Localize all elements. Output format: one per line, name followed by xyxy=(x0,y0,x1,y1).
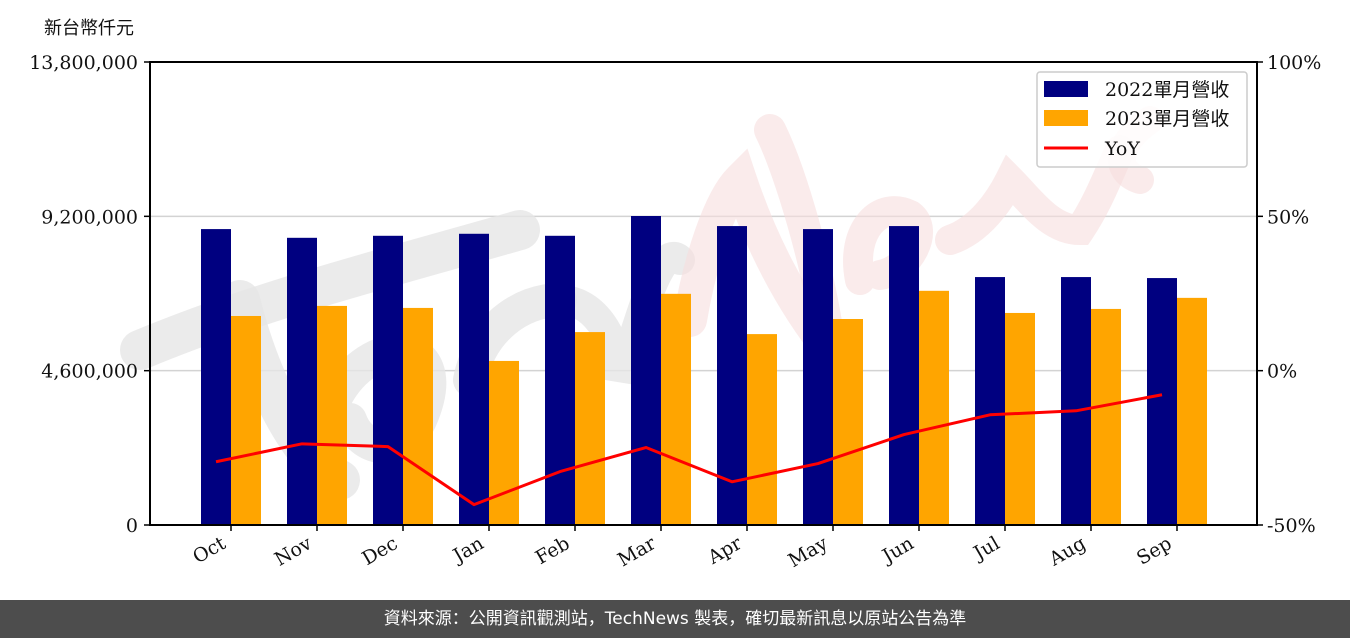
yoy-line xyxy=(215,393,1163,507)
bar-2023-mar xyxy=(661,293,691,525)
x-axis-tick-label: Apr xyxy=(703,532,746,569)
revenue-chart: 0 4,600,000 9,200,000 13,800,000 -50% 0% 50% 10… xyxy=(29,52,1321,572)
bar-series xyxy=(201,215,1207,526)
bar-2022-jul xyxy=(975,277,1005,525)
x-axis-tick-label: Jan xyxy=(448,532,488,568)
bar-2023-jun xyxy=(919,290,949,525)
bar-2023-apr xyxy=(747,334,777,525)
bar-2023-oct xyxy=(231,315,261,525)
bar-2023-aug xyxy=(1091,308,1121,525)
y-axis-unit-label: 新台幣仟元 xyxy=(44,18,134,39)
legend-swatch-2023 xyxy=(1044,110,1088,126)
bar-2022-apr xyxy=(717,226,747,525)
x-axis-tick-label: Oct xyxy=(189,532,230,568)
bar-2023-may xyxy=(833,318,863,525)
x-axis-tick-label: Jul xyxy=(968,532,1003,565)
bar-2022-oct xyxy=(201,229,231,525)
bar-2022-jan xyxy=(459,233,489,525)
bar-2022-jun xyxy=(889,226,919,525)
left-axis-tick-label: 9,200,000 xyxy=(41,206,138,228)
bar-2022-sep xyxy=(1147,278,1177,525)
x-axis-tick-label: Nov xyxy=(271,532,316,571)
right-axis-tick-label: -50% xyxy=(1267,515,1316,537)
bar-2022-feb xyxy=(545,235,575,525)
legend-label: 2022單月營收 xyxy=(1105,79,1229,101)
bar-2023-sep xyxy=(1177,297,1207,525)
x-axis-tick-label: Feb xyxy=(532,532,574,569)
yoy-line-series xyxy=(215,393,1163,507)
legend-swatch-2022 xyxy=(1044,81,1088,97)
x-axis-tick-label: May xyxy=(785,532,832,572)
legend-label: 2023單月營收 xyxy=(1105,108,1229,130)
bar-2023-dec xyxy=(403,307,433,525)
x-axis-tick-label: Aug xyxy=(1045,532,1090,571)
bar-2022-aug xyxy=(1061,277,1091,525)
left-axis-tick-label: 0 xyxy=(126,515,138,537)
x-axis-tick-label: Dec xyxy=(358,532,401,570)
left-axis-tick-label: 13,800,000 xyxy=(29,52,138,74)
bar-2023-nov xyxy=(317,305,347,525)
bar-2022-mar xyxy=(631,215,661,525)
plot-frame xyxy=(149,61,1258,526)
left-axis-tick-label: 4,600,000 xyxy=(41,361,138,383)
legend-label: YoY xyxy=(1104,138,1140,160)
bar-2022-dec xyxy=(373,235,403,525)
bar-2022-may xyxy=(803,229,833,525)
x-axis-tick-label: Jun xyxy=(877,532,918,568)
legend-box xyxy=(1036,71,1248,168)
bar-2023-feb xyxy=(575,332,605,525)
bar-2023-jan xyxy=(489,360,519,525)
bar-2022-nov xyxy=(287,237,317,526)
x-axis-tick-label: Mar xyxy=(614,532,660,571)
source-footer: 資料來源：公開資訊觀測站，TechNews 製表，確切最新訊息以原站公告為準 xyxy=(0,600,1350,638)
right-axis-tick-label: 0% xyxy=(1267,361,1297,383)
x-axis-tick-label: Sep xyxy=(1133,532,1176,569)
right-axis-tick-label: 100% xyxy=(1267,52,1321,74)
legend: 2022單月營收 2023單月營收 YoY xyxy=(1036,71,1248,168)
right-axis-tick-label: 50% xyxy=(1267,206,1309,228)
bar-2023-jul xyxy=(1005,312,1035,525)
